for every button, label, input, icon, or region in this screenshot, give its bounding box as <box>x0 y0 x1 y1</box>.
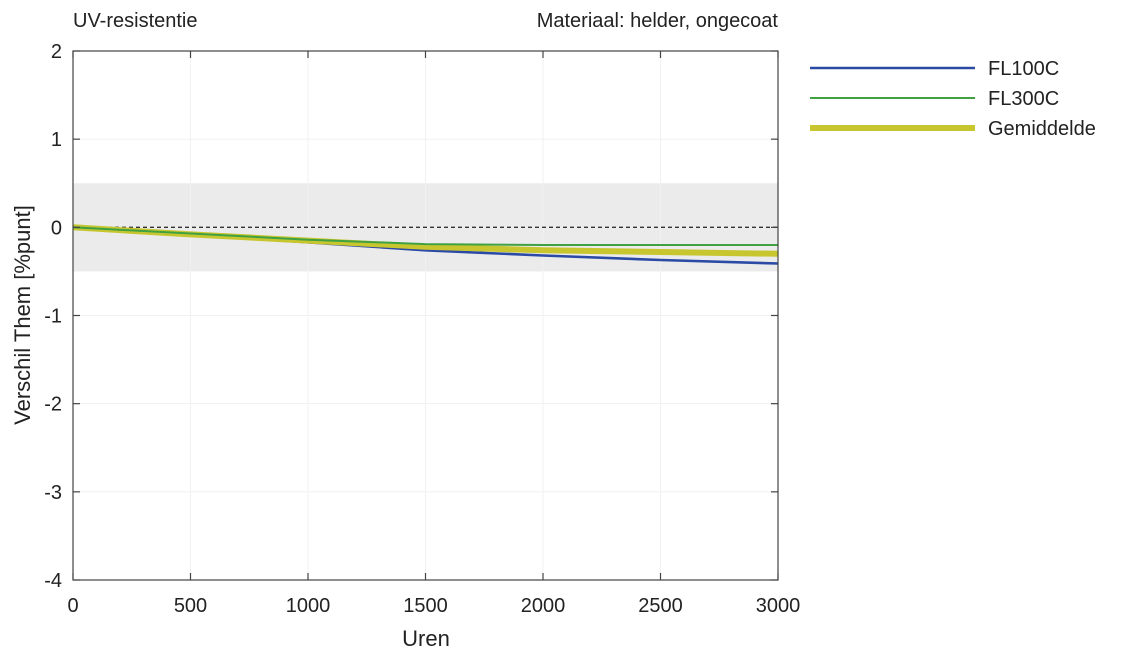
axis-ticks <box>72 50 779 581</box>
x-tick-label-3000: 3000 <box>756 595 801 617</box>
x-tick-label-2000: 2000 <box>521 595 566 617</box>
y-tick-label--4: -4 <box>44 570 62 592</box>
series-line-fl300c <box>72 226 778 246</box>
legend-label-gemiddelde: Gemiddelde <box>988 118 1096 140</box>
x-tick-label-0: 0 <box>67 595 78 617</box>
legend: FL100C FL300C Gemiddelde <box>810 58 1096 140</box>
y-tick-label-0: 0 <box>51 217 62 239</box>
chart-title-right: Materiaal: helder, ongecoat <box>537 10 779 32</box>
legend-label-fl300c: FL300C <box>988 88 1059 110</box>
y-tick-label--3: -3 <box>44 482 62 504</box>
x-tick-label-1000: 1000 <box>286 595 331 617</box>
x-tick-label-1500: 1500 <box>403 595 448 617</box>
legend-label-fl100c: FL100C <box>988 58 1059 80</box>
x-tick-label-2500: 2500 <box>638 595 683 617</box>
y-axis-label: Verschil Them [%punt] <box>10 205 35 425</box>
y-tick-label-1: 1 <box>51 129 62 151</box>
series-lines <box>72 224 779 265</box>
y-tick-label-2: 2 <box>51 41 62 63</box>
chart-title-left: UV-resistentie <box>73 10 198 32</box>
y-tick-labels: 2 1 0 -1 -2 -3 -4 <box>44 41 62 592</box>
x-axis-label: Uren <box>402 626 450 651</box>
y-tick-label--1: -1 <box>44 306 62 328</box>
x-tick-label-500: 500 <box>174 595 207 617</box>
y-tick-label--2: -2 <box>44 394 62 416</box>
x-tick-labels: 0 500 1000 1500 2000 2500 3000 <box>67 595 800 617</box>
